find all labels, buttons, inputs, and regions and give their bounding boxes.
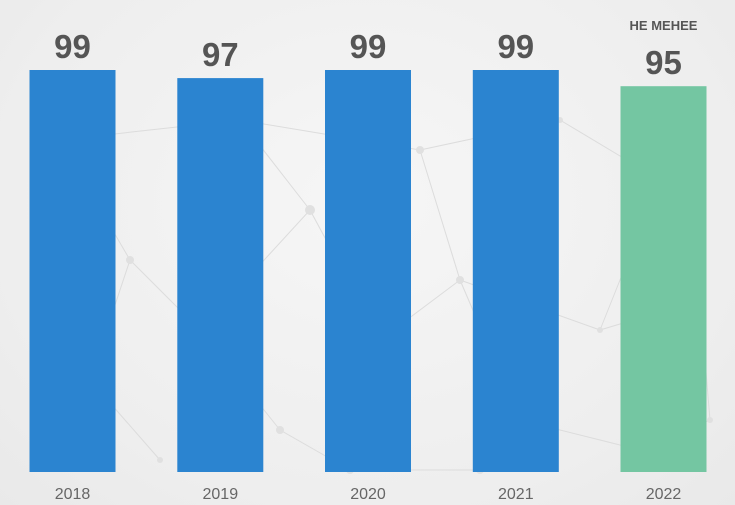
x-tick-label-2021: 2021 — [498, 486, 534, 503]
x-tick-label-2019: 2019 — [203, 486, 239, 503]
bar-2021 — [472, 70, 559, 472]
bar-2020 — [325, 70, 411, 472]
bar-2019 — [177, 78, 264, 472]
x-tick-label-2022: 2022 — [646, 486, 682, 503]
x-tick-label-2020: 2020 — [350, 486, 386, 503]
prefix-label-2022: НЕ МЕНЕЕ — [630, 18, 698, 33]
value-label-2019: 97 — [202, 36, 239, 73]
bar-2018 — [29, 70, 116, 472]
bar-2022 — [620, 86, 707, 472]
value-label-2021: 99 — [497, 28, 534, 65]
value-label-2020: 99 — [350, 28, 387, 65]
x-tick-label-2018: 2018 — [55, 486, 91, 503]
value-label-2022: 95 — [645, 44, 682, 81]
value-label-2018: 99 — [54, 28, 91, 65]
